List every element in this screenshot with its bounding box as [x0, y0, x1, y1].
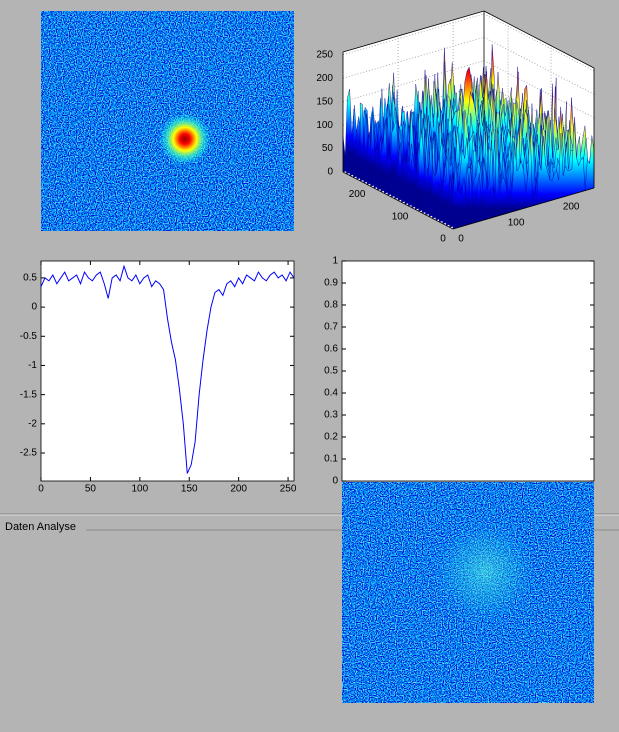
- panel-title: Daten Analyse: [5, 521, 76, 533]
- x-tick-label: 100: [131, 484, 148, 495]
- image-top: [41, 11, 294, 231]
- axis-line: [483, 10, 595, 69]
- y-tick-label: -0.5: [20, 331, 38, 342]
- z-tick-label: 50: [322, 143, 334, 154]
- image-spot: [159, 113, 211, 165]
- line-plot: 0 50 100 150 200 250 0.5 0 -0.5 -1 -1.5 -2 -2.5: [20, 260, 297, 495]
- z-tick-label: 100: [316, 120, 333, 131]
- axis-line: [342, 171, 454, 230]
- image-bottom: [342, 482, 594, 703]
- x-tick-label: 50: [85, 484, 97, 495]
- x-tick-label: 200: [230, 484, 247, 495]
- x-tick-label: 200: [563, 202, 580, 213]
- y-tick-label: 0.5: [23, 273, 37, 284]
- x-tick-label: 100: [508, 218, 525, 229]
- y-tick-label: 0.8: [324, 300, 338, 311]
- data-line: [40, 264, 295, 474]
- grid-line: [342, 60, 485, 103]
- axis-line: [342, 10, 485, 53]
- x-tick-label: 150: [181, 484, 198, 495]
- y-tick-label: 200: [349, 189, 366, 200]
- grid-line: [342, 36, 485, 79]
- x-tick-label: 0: [38, 484, 44, 495]
- y-tick-label: 100: [392, 211, 409, 222]
- y-tick-label: -2.5: [20, 448, 38, 459]
- y-tick-label: 1: [332, 256, 338, 267]
- x-tick-label: 0: [458, 234, 464, 245]
- y-tick-label: -2: [28, 418, 37, 429]
- y-tick-label: 0.2: [324, 432, 338, 443]
- z-tick-label: 0: [327, 167, 333, 178]
- y-tick-label: -1.5: [20, 389, 38, 400]
- empty-axes: 0 0.1 0.2 0.3 0.4 0.5 0.6 0.7 0.8 0.9 1: [324, 256, 595, 487]
- x-tick-label: 250: [280, 484, 297, 495]
- plot-area: [341, 260, 595, 482]
- y-tick-label: 0.4: [324, 388, 338, 399]
- y-tick-label: 0.5: [324, 366, 338, 377]
- surface-strip: [452, 123, 595, 230]
- z-tick-label: 250: [316, 49, 333, 60]
- image-spot: [433, 520, 537, 624]
- y-tick-label: 0.1: [324, 454, 338, 465]
- surface-plot: 0 50 100 150 200 250 0 100 200 0 100 200: [316, 10, 595, 245]
- plot-area: [40, 260, 295, 482]
- z-tick-label: 150: [316, 96, 333, 107]
- grid-line: [342, 13, 485, 56]
- axis-line: [452, 187, 595, 230]
- y-tick-label: -1: [28, 360, 37, 371]
- y-tick-label: 0: [332, 476, 338, 487]
- y-tick-label: 0.3: [324, 410, 338, 421]
- z-tick-label: 200: [316, 73, 333, 84]
- y-tick-label: 0.6: [324, 344, 338, 355]
- y-tick-label: 0.7: [324, 322, 338, 333]
- y-tick-label: 0.9: [324, 278, 338, 289]
- y-tick-label: 0: [31, 302, 37, 313]
- y-tick-label: 0: [440, 234, 446, 245]
